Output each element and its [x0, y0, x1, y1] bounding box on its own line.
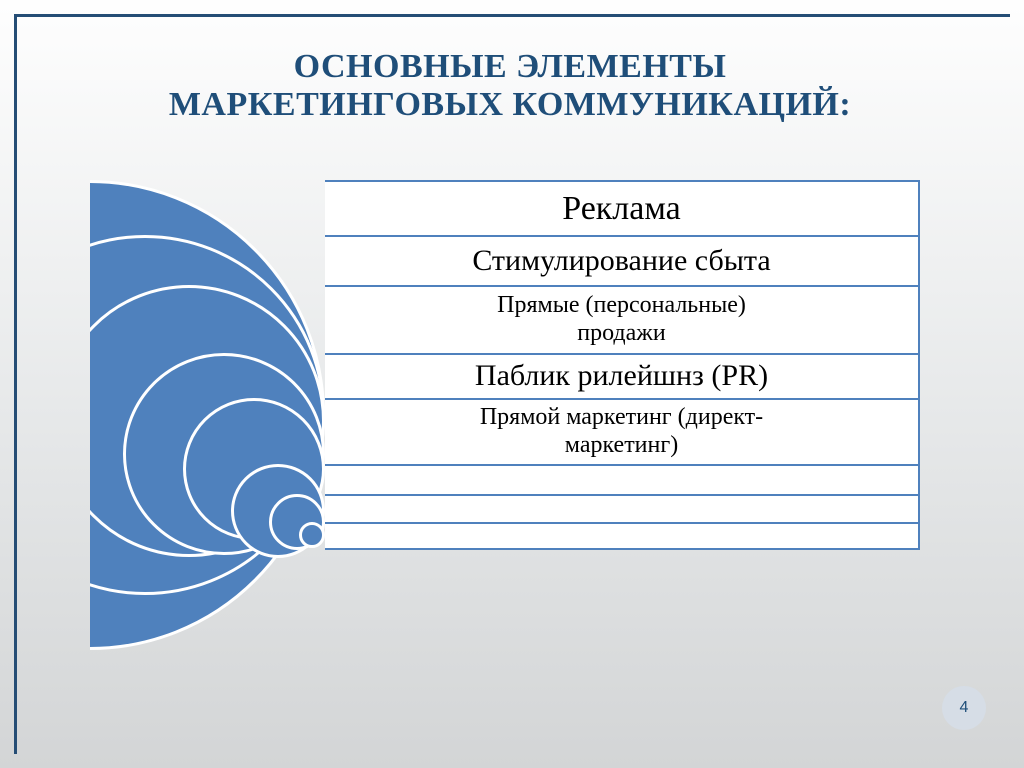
diagram-row-label: Паблик рилейшнз (PR) — [475, 359, 768, 394]
diagram-row-label: Реклама — [562, 189, 681, 228]
title-line-1: ОСНОВНЫЕ ЭЛЕМЕНТЫ — [120, 48, 900, 86]
diagram-row-0: Реклама — [325, 180, 920, 235]
page-number: 4 — [960, 699, 969, 717]
frame-top — [14, 14, 1010, 17]
smartart-diagram: Реклама Стимулирование сбыта Прямые (персо… — [90, 180, 920, 650]
diagram-row-label: Прямой маркетинг (директ- маркетинг) — [480, 404, 763, 459]
diagram-row-3: Паблик рилейшнз (PR) — [325, 353, 920, 398]
diagram-row-label: Стимулирование сбыта — [472, 244, 770, 279]
slide: ОСНОВНЫЕ ЭЛЕМЕНТЫ МАРКЕТИНГОВЫХ КОММУНИК… — [0, 0, 1024, 768]
diagram-row-7 — [325, 522, 920, 550]
arc-layer — [90, 180, 325, 650]
diagram-row-1: Стимулирование сбыта — [325, 235, 920, 285]
diagram-row-2: Прямые (персональные) продажи — [325, 285, 920, 353]
arc-ring-7 — [299, 522, 325, 548]
diagram-row-label: Прямые (персональные) продажи — [497, 292, 746, 347]
diagram-row-5 — [325, 464, 920, 494]
title-line-2: МАРКЕТИНГОВЫХ КОММУНИКАЦИЙ: — [120, 86, 900, 124]
frame-left — [14, 14, 17, 754]
slide-title: ОСНОВНЫЕ ЭЛЕМЕНТЫ МАРКЕТИНГОВЫХ КОММУНИК… — [120, 48, 900, 124]
page-number-badge: 4 — [942, 686, 986, 730]
diagram-row-6 — [325, 494, 920, 522]
diagram-row-4: Прямой маркетинг (директ- маркетинг) — [325, 398, 920, 464]
